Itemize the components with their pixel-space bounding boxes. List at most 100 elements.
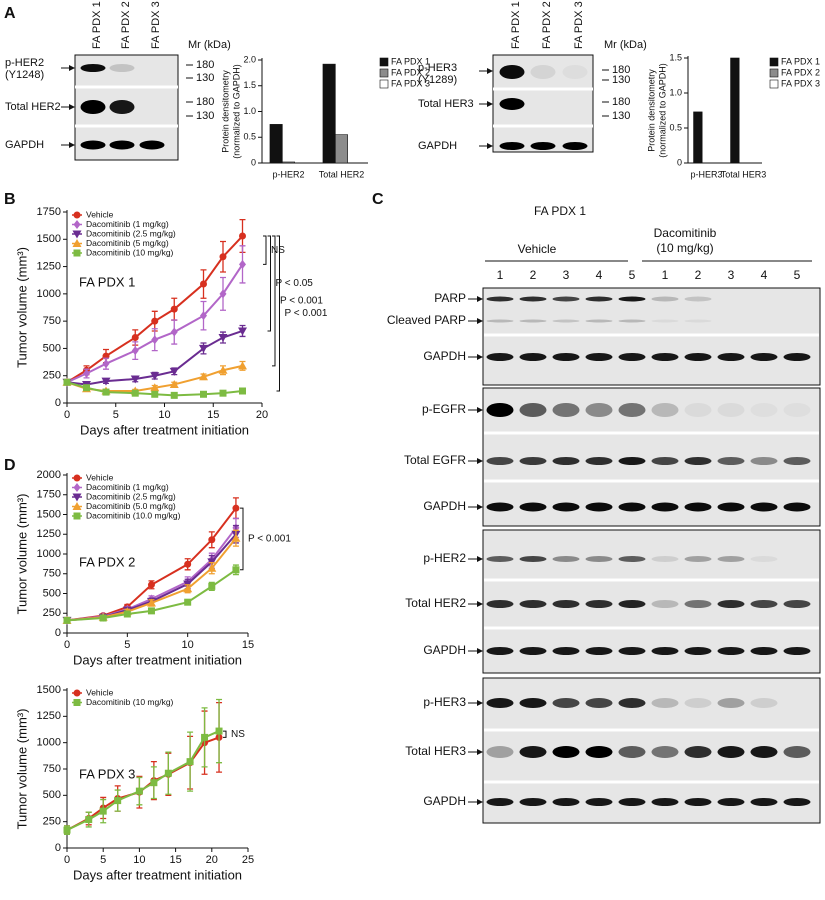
point: [218, 334, 228, 343]
blot-band: [651, 698, 679, 708]
point: [170, 391, 178, 399]
x-tick-label: 20: [206, 854, 218, 866]
blot-band: [750, 600, 778, 608]
legend-label: Dacomitinib (10.0 mg/kg): [86, 510, 181, 520]
blot-band: [717, 600, 745, 608]
significance-label: P < 0.001: [280, 296, 323, 307]
lane-label: FA PDX 1: [91, 1, 103, 49]
x-axis-label: Days after treatment initiation: [80, 422, 249, 437]
row-label: p-HER2: [5, 57, 44, 69]
mr-marker: 180: [612, 96, 630, 108]
y-tick-label: 500: [43, 789, 61, 801]
significance-bracket: [267, 235, 271, 332]
blot-band: [717, 502, 745, 512]
point: [150, 372, 160, 381]
blot-band: [519, 502, 547, 512]
point: [232, 504, 240, 512]
legend-label: FA PDX 1: [391, 56, 430, 66]
blot-band: [499, 98, 525, 110]
bar: [269, 124, 283, 164]
bar: [282, 161, 295, 164]
blot-band: [717, 647, 745, 655]
blot-band: [519, 600, 547, 608]
significance-label: P < 0.001: [285, 308, 328, 319]
legend-label: FA PDX 2: [391, 67, 430, 77]
chart-title: FA PDX 3: [79, 766, 135, 781]
blot-band: [651, 296, 679, 302]
row-label: p-HER2: [423, 551, 466, 565]
legend-swatch: [379, 79, 389, 89]
x-axis-label: Days after treatment initiation: [73, 652, 242, 667]
point: [169, 379, 179, 388]
row-label: GAPDH: [418, 140, 457, 152]
lane-label: FA PDX 3: [573, 1, 585, 49]
blot-band: [486, 556, 514, 562]
row-label: Total HER2: [405, 596, 466, 610]
row-label: GAPDH: [423, 349, 466, 363]
blot-band: [783, 746, 811, 758]
point: [183, 584, 193, 593]
significance-label: NS: [271, 245, 285, 256]
x-tick-label: 5: [113, 409, 119, 421]
blot-band: [486, 403, 514, 417]
significance-bracket: [276, 235, 280, 392]
blot-band: [552, 319, 580, 323]
point: [170, 327, 178, 337]
point: [147, 607, 155, 615]
blot-band: [552, 296, 580, 302]
blot-band: [783, 457, 811, 465]
legend-label: Dacomitinib (10 mg/kg): [86, 697, 174, 707]
point: [99, 807, 107, 815]
x-tick-label: Total HER2: [319, 169, 365, 179]
blot-band: [618, 319, 646, 323]
blot-band: [585, 296, 613, 302]
point: [199, 344, 208, 353]
legend-marker: [73, 211, 81, 219]
x-tick-label: p-HER3: [690, 169, 722, 179]
blot-band: [717, 457, 745, 465]
y-tick-label: 250: [43, 607, 61, 619]
blot-band: [519, 698, 547, 708]
blot-band: [750, 798, 778, 806]
y-axis-label: (normalized to GAPDH): [657, 63, 667, 158]
blot-band: [552, 647, 580, 655]
blot-band: [783, 798, 811, 806]
point: [130, 375, 140, 384]
x-axis-label: Days after treatment initiation: [73, 867, 242, 882]
blot-band: [552, 600, 580, 608]
point: [151, 335, 159, 345]
legend-label: Dacomitinib (5 mg/kg): [86, 238, 169, 248]
chart-title: FA PDX 2: [79, 554, 135, 569]
point: [239, 387, 246, 395]
row-label: p-HER3: [418, 62, 457, 74]
y-axis-label: Protein densitometry: [220, 70, 230, 153]
y-tick-label: 1000: [37, 737, 61, 749]
blot-band: [139, 140, 165, 150]
blot-band: [585, 600, 613, 608]
blot-band: [651, 403, 679, 417]
lane-number: 3: [563, 268, 570, 282]
legend-swatch: [379, 68, 389, 78]
lane-number: 5: [629, 268, 636, 282]
blot-band: [618, 746, 646, 758]
point: [63, 378, 71, 386]
point: [184, 560, 192, 568]
y-tick-label: 500: [43, 342, 61, 354]
x-tick-label: 0: [64, 409, 70, 421]
legend-label: Dacomitinib (2.5 mg/kg): [86, 228, 176, 238]
x-tick-label: 15: [207, 409, 219, 421]
point: [151, 390, 159, 398]
panel-letter: D: [4, 457, 16, 474]
blot-band: [552, 698, 580, 708]
row-label: p-EGFR: [422, 402, 466, 416]
point: [215, 727, 223, 735]
y-tick-label: 2.0: [243, 54, 256, 64]
mr-marker: 180: [196, 96, 214, 108]
blot-band: [486, 353, 514, 361]
point: [186, 758, 194, 766]
legend-swatch: [379, 57, 389, 67]
blot-band: [486, 698, 514, 708]
lane-label: FA PDX 2: [541, 1, 553, 49]
legend-swatch: [769, 68, 779, 78]
y-tick-label: 2000: [37, 469, 61, 481]
